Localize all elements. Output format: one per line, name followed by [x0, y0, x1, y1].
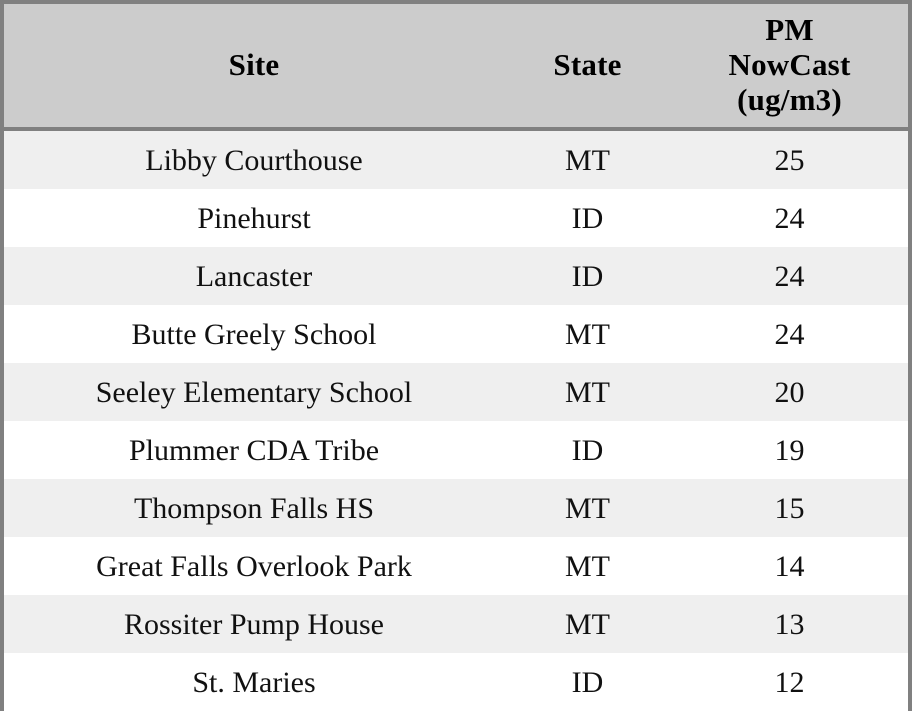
table-row[interactable]: Thompson Falls HS MT 15	[4, 479, 908, 537]
cell-site: Pinehurst	[4, 189, 504, 247]
cell-pm-nowcast: 24	[671, 247, 908, 305]
cell-pm-nowcast: 15	[671, 479, 908, 537]
table-header: Site State PM NowCast (ug/m3)	[4, 4, 908, 131]
table-row[interactable]: Great Falls Overlook Park MT 14	[4, 537, 908, 595]
cell-site: Lancaster	[4, 247, 504, 305]
table-header-row: Site State PM NowCast (ug/m3)	[4, 4, 908, 131]
air-quality-table: Site State PM NowCast (ug/m3) Libby Cour…	[4, 4, 908, 711]
cell-site: Seeley Elementary School	[4, 363, 504, 421]
cell-site: Rossiter Pump House	[4, 595, 504, 653]
column-header-pm-line2: NowCast	[728, 47, 851, 83]
column-header-site-label: Site	[228, 47, 280, 83]
table-row[interactable]: St. Maries ID 12	[4, 653, 908, 711]
cell-pm-nowcast: 25	[671, 129, 908, 189]
cell-state: ID	[504, 653, 671, 711]
table-body: Libby Courthouse MT 25 Pinehurst ID 24 Lancast…	[4, 129, 908, 711]
column-header-pm-line3: (ug/m3)	[737, 81, 842, 117]
cell-state: MT	[504, 479, 671, 537]
cell-site: Great Falls Overlook Park	[4, 537, 504, 595]
cell-site: St. Maries	[4, 653, 504, 711]
column-header-state[interactable]: State	[504, 4, 671, 131]
cell-state: ID	[504, 247, 671, 305]
cell-pm-nowcast: 14	[671, 537, 908, 595]
column-header-pm-line1: PM	[765, 12, 814, 48]
cell-site: Plummer CDA Tribe	[4, 421, 504, 479]
column-header-state-label: State	[553, 47, 622, 83]
cell-state: MT	[504, 363, 671, 421]
cell-site: Libby Courthouse	[4, 129, 504, 189]
table-row[interactable]: Plummer CDA Tribe ID 19	[4, 421, 908, 479]
cell-site: Thompson Falls HS	[4, 479, 504, 537]
table-row[interactable]: Libby Courthouse MT 25	[4, 129, 908, 189]
table-row[interactable]: Butte Greely School MT 24	[4, 305, 908, 363]
cell-state: MT	[504, 537, 671, 595]
cell-pm-nowcast: 13	[671, 595, 908, 653]
cell-state: MT	[504, 129, 671, 189]
table-row[interactable]: Pinehurst ID 24	[4, 189, 908, 247]
cell-pm-nowcast: 24	[671, 189, 908, 247]
cell-pm-nowcast: 19	[671, 421, 908, 479]
table-row[interactable]: Rossiter Pump House MT 13	[4, 595, 908, 653]
cell-pm-nowcast: 12	[671, 653, 908, 711]
cell-state: ID	[504, 421, 671, 479]
cell-state: MT	[504, 595, 671, 653]
column-header-site[interactable]: Site	[4, 4, 504, 131]
cell-pm-nowcast: 20	[671, 363, 908, 421]
cell-site: Butte Greely School	[4, 305, 504, 363]
table-row[interactable]: Seeley Elementary School MT 20	[4, 363, 908, 421]
cell-state: MT	[504, 305, 671, 363]
column-header-pm-nowcast[interactable]: PM NowCast (ug/m3)	[671, 4, 908, 131]
cell-state: ID	[504, 189, 671, 247]
table-row[interactable]: Lancaster ID 24	[4, 247, 908, 305]
cell-pm-nowcast: 24	[671, 305, 908, 363]
